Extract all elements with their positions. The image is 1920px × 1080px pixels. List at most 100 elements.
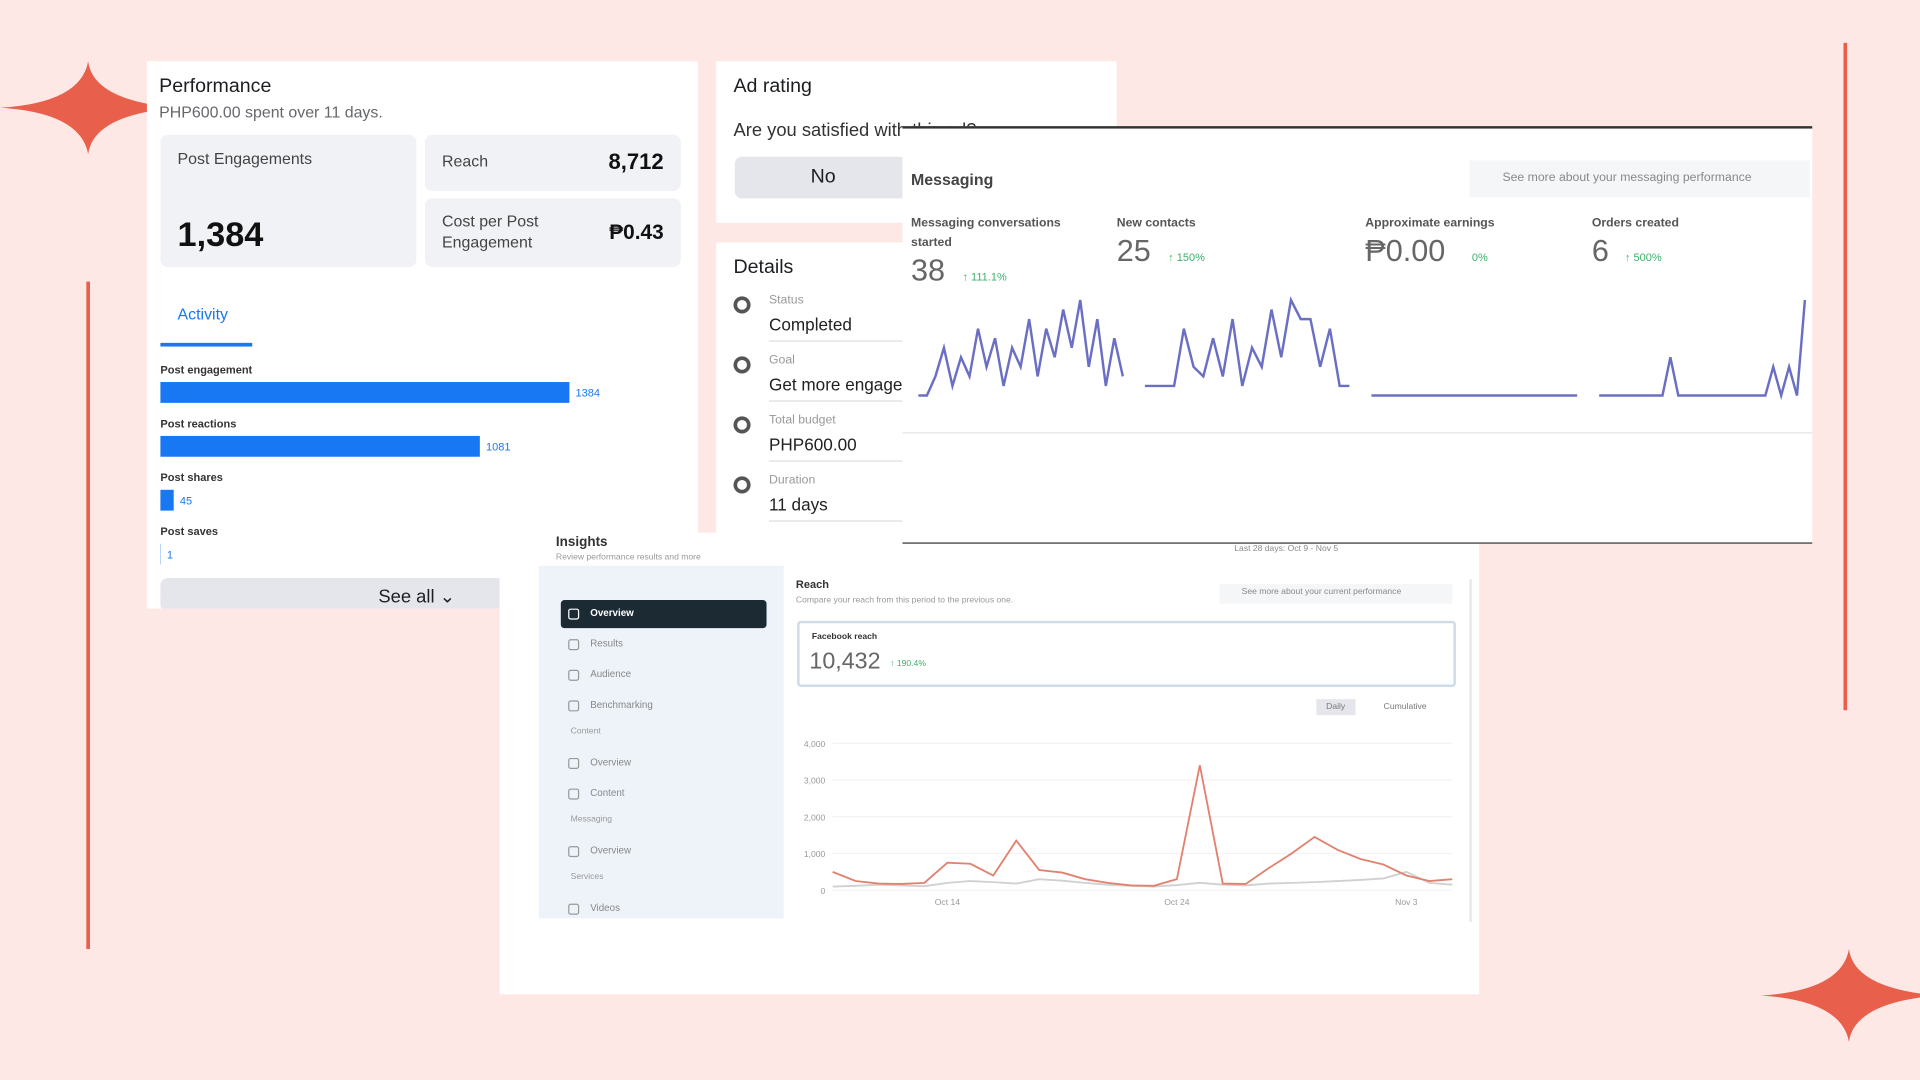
sparkle-star <box>0 61 177 155</box>
nav-item[interactable]: Overview <box>561 838 767 866</box>
detail-value: PHP600.00 <box>768 434 857 455</box>
panel-title: Messaging <box>911 170 994 189</box>
nav-label: Benchmarking <box>590 699 653 711</box>
x-tick-label: Oct 14 <box>935 897 960 907</box>
metric-value: 38 <box>911 253 946 288</box>
panel-title: Performance <box>159 75 272 97</box>
nav-label: Audience <box>590 668 632 680</box>
nav-icon <box>568 903 580 915</box>
metric-value: ₱0.00 <box>1365 233 1446 269</box>
detail-value: Completed <box>768 314 852 335</box>
x-tick-label: Oct 24 <box>1164 897 1189 907</box>
bar-value: 1384 <box>576 388 601 400</box>
detail-label: Total budget <box>768 413 836 428</box>
insights-subtitle: Review performance results and more <box>555 553 701 563</box>
metric-label: Orders created <box>1591 216 1679 231</box>
reach-chart: 0 1,000 2,000 3,000 4,000 Oct 14 Oct 24 Nov 3 <box>804 739 1453 907</box>
nav-section: Content <box>570 727 601 736</box>
link-label: See more about your current performance <box>1241 587 1402 597</box>
nav-label: Results <box>590 637 623 649</box>
nav-item[interactable]: Videos <box>561 895 767 923</box>
nav-label: Overview <box>590 607 634 619</box>
nav-item[interactable]: Results <box>561 631 767 659</box>
sparkline <box>918 299 1125 397</box>
nav-item[interactable]: Overview <box>561 749 767 777</box>
button-label: No <box>810 166 836 188</box>
nav-label: Videos <box>590 902 620 914</box>
metric-value: ₱0.43 <box>609 220 664 244</box>
link-label: See more about your messaging performanc… <box>1502 171 1752 185</box>
reach-change: ↑ 190.4% <box>890 660 926 669</box>
divider <box>902 432 1813 434</box>
reach-subtitle: Compare your reach from this period to t… <box>795 596 1014 605</box>
detail-label: Duration <box>768 473 816 488</box>
reach-card: Facebook reach 10,432 ↑ 190.4% <box>797 620 1456 687</box>
panel-title: Ad rating <box>733 75 812 97</box>
messaging-sparklines <box>918 296 1807 401</box>
metric-card: Post Engagements 1,384 <box>160 134 417 267</box>
nav-item[interactable]: Content <box>561 780 767 808</box>
nav-item[interactable]: Benchmarking <box>561 692 767 720</box>
activity-tab[interactable]: Activity <box>177 304 228 324</box>
metric-value: 25 <box>1116 233 1151 269</box>
panel-title: Details <box>733 257 794 278</box>
reach-link[interactable]: See more about your current performance <box>1219 584 1453 604</box>
activity-bar <box>160 382 570 403</box>
detail-icon <box>733 416 751 434</box>
bar-label: Post reactions <box>160 418 236 430</box>
bar-label: Post engagement <box>160 364 252 376</box>
messaging-panel: Messaging See more about your messaging p… <box>902 126 1813 544</box>
nav-icon <box>568 700 580 712</box>
no-button[interactable]: No <box>734 156 912 199</box>
activity-bars: Post engagement 1384 Post reactions 1081 Pos… <box>160 364 601 565</box>
nav-icon <box>568 639 580 651</box>
bar-value: 1 <box>167 549 173 561</box>
detail-icon <box>733 296 751 314</box>
y-tick-label: 1,000 <box>804 849 826 859</box>
detail-icon <box>733 356 751 374</box>
nav-icon <box>568 788 580 800</box>
nav-label: Overview <box>590 844 632 856</box>
x-tick-label: Nov 3 <box>1395 897 1418 907</box>
metric-label: Cost per Post Engagement <box>442 211 539 252</box>
nav-icon <box>568 608 580 620</box>
metric-label: Approximate earnings <box>1365 216 1495 231</box>
toggle-cumulative[interactable]: Cumulative <box>1383 702 1427 712</box>
nav-icon <box>568 669 580 681</box>
y-tick-label: 0 <box>821 886 826 896</box>
toggle-daily[interactable]: Daily <box>1316 699 1355 716</box>
metric-value: 8,712 <box>608 149 664 174</box>
tab-underline <box>160 342 253 347</box>
detail-label: Status <box>768 293 804 308</box>
nav-section: Messaging <box>570 815 613 825</box>
detail-value: 11 days <box>768 494 828 515</box>
reach-value: 10,432 <box>809 648 881 675</box>
nav-icon <box>568 757 580 769</box>
activity-bar <box>160 489 174 511</box>
nav-section: Services <box>570 873 604 882</box>
y-tick-label: 2,000 <box>804 812 826 822</box>
nav-item[interactable]: Overview <box>560 600 767 629</box>
performance-panel: Performance PHP600.00 spent over 11 days.… <box>146 61 698 609</box>
metric-value: 6 <box>1591 233 1609 269</box>
bar-value: 45 <box>180 495 192 507</box>
nav-label: Content <box>590 787 625 799</box>
insights-panel: Insights Review performance results and m… <box>499 532 1480 995</box>
date-range[interactable]: Last 28 days: Oct 9 - Nov 5 <box>1234 544 1339 554</box>
messaging-link[interactable]: See more about your messaging performanc… <box>1469 160 1810 198</box>
metric-card: Reach 8,712 <box>424 134 681 192</box>
sparkline <box>1599 299 1807 401</box>
metric-card: Cost per Post Engagement ₱0.43 <box>424 198 681 267</box>
metric-label: New contacts <box>1116 216 1196 231</box>
nav-item[interactable]: Audience <box>561 661 767 689</box>
metric-change: ↑ 150% <box>1168 251 1205 264</box>
sidebar: Overview Results Audience Benchmarking Conte… <box>538 565 784 919</box>
reach-title: Reach <box>795 577 829 591</box>
detail-value: Get more engagement <box>768 374 941 395</box>
detail-icon <box>733 476 751 494</box>
metric-change: ↑ 111.1% <box>962 270 1007 283</box>
reach-label: Facebook reach <box>811 633 878 642</box>
